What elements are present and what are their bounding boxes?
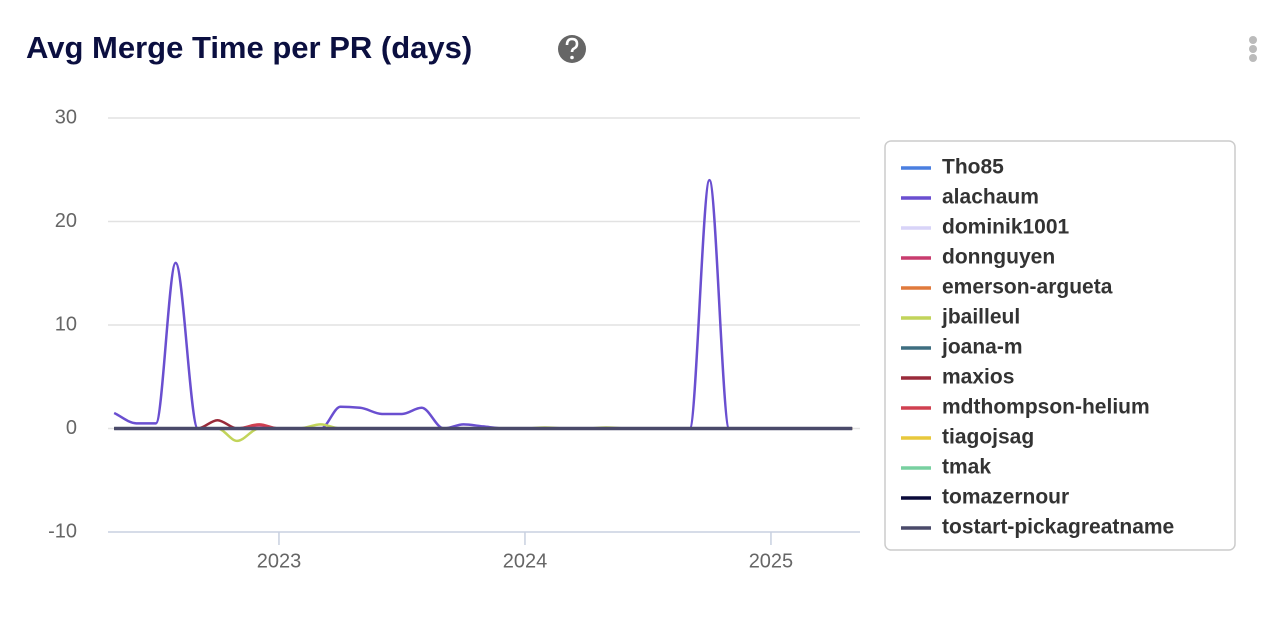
y-tick-label: -10 [48,520,77,542]
legend-box [884,140,1236,551]
help-dot [570,55,574,60]
y-tick-label: 30 [55,106,77,128]
legend-label: maxios [942,366,1014,389]
legend-label: jbailleul [941,306,1020,329]
legend-label: tmak [942,456,991,479]
legend-label: tomazernour [942,486,1069,509]
y-tick-label: 10 [55,313,77,335]
legend-label: Tho85 [942,156,1004,179]
legend-label: emerson-argueta [942,276,1113,299]
y-tick-label: 0 [66,417,77,439]
legend-label: donnguyen [942,246,1055,269]
legend-label: mdthompson-helium [942,396,1150,419]
help-icon[interactable] [558,35,586,63]
x-tick-label: 2023 [257,550,302,572]
x-tick-label: 2025 [749,550,794,572]
legend-label: tostart-pickagreatname [942,516,1174,539]
menu-dot [1249,36,1257,44]
menu-button[interactable] [1249,36,1257,62]
x-tick-label: 2024 [503,550,548,572]
series-line [113,178,853,430]
legend-label: tiagojsag [942,426,1034,449]
legend-label: alachaum [942,186,1039,209]
legend-label: joana-m [941,336,1023,359]
menu-dot [1249,45,1257,53]
help-glyph [565,37,579,53]
menu-dot [1249,54,1257,62]
legend-label: dominik1001 [942,216,1070,239]
y-tick-label: 20 [55,210,77,232]
chart-title: Avg Merge Time per PR (days) [26,30,472,65]
